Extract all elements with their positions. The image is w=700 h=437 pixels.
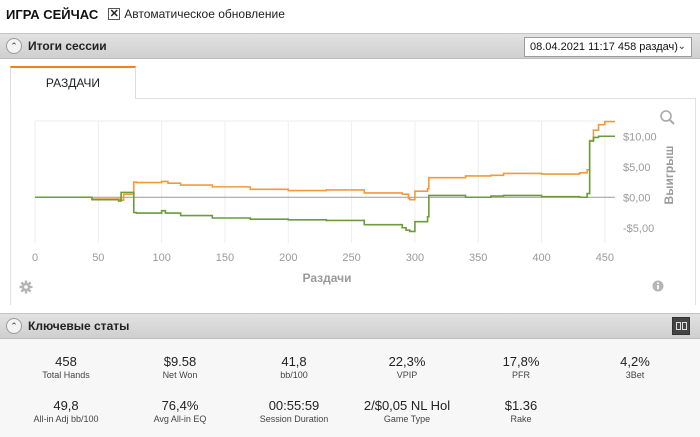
stat-label: VPIP bbox=[396, 370, 418, 380]
stat-value: 00:55:59 bbox=[268, 398, 320, 413]
series-line-1 bbox=[35, 120, 615, 202]
stat-label: bb/100 bbox=[280, 370, 308, 380]
stat-label: Game Type bbox=[383, 414, 431, 424]
stat-allin-adj-bb: 49,8 All-in Adj bb/100 bbox=[11, 398, 121, 424]
chart-grid bbox=[34, 120, 615, 243]
x-tick-label: 100 bbox=[152, 252, 170, 264]
columns-icon[interactable] bbox=[672, 317, 690, 335]
x-tick-label: 50 bbox=[92, 252, 104, 264]
stat-rake: $1.36 Rake bbox=[466, 398, 576, 424]
auto-update-label[interactable]: Автоматическое обновление bbox=[124, 7, 285, 21]
tab-hands[interactable]: РАЗДАЧИ bbox=[10, 66, 136, 99]
x-tick-label: 300 bbox=[406, 252, 424, 264]
x-tick-label: 350 bbox=[469, 252, 487, 264]
x-tick-label: 250 bbox=[342, 252, 360, 264]
chevron-down-icon: ⌄ bbox=[677, 41, 686, 52]
x-axis-label: Раздачи bbox=[303, 271, 352, 285]
stat-value: $9.58 bbox=[163, 354, 197, 369]
stat-value: $1.36 bbox=[504, 398, 538, 413]
y-tick-label: $0,00 bbox=[623, 192, 651, 204]
magnifier-icon[interactable] bbox=[660, 110, 675, 125]
stat-value: 17,8% bbox=[502, 354, 540, 369]
stat-label: All-in Adj bb/100 bbox=[33, 414, 99, 424]
session-select[interactable]: 08.04.2021 11:17 458 раздач) ⌄ bbox=[524, 37, 692, 57]
stat-label: PFR bbox=[512, 370, 530, 380]
stat-label: Session Duration bbox=[259, 414, 329, 424]
stat-avg-allin-eq: 76,4% Avg All-in EQ bbox=[125, 398, 235, 424]
info-icon[interactable] bbox=[652, 280, 664, 292]
stat-value: 458 bbox=[55, 354, 77, 369]
app-title: ИГРА СЕЙЧАС bbox=[6, 6, 99, 22]
x-tick-label: 450 bbox=[596, 252, 614, 264]
session-select-value: 08.04.2021 11:17 458 раздач) bbox=[530, 41, 678, 53]
chart-series bbox=[35, 120, 615, 233]
stat-label: Avg All-in EQ bbox=[153, 414, 207, 424]
stat-label: Net Won bbox=[162, 370, 198, 380]
stat-session-duration: 00:55:59 Session Duration bbox=[239, 398, 349, 424]
x-tick-label: 0 bbox=[32, 252, 38, 264]
stat-label: 3Bet bbox=[625, 370, 645, 380]
stat-pfr: 17,8% PFR bbox=[466, 354, 576, 380]
session-summary-title: Итоги сессии bbox=[28, 39, 107, 53]
winnings-chart: 0 50 100 150 200 250 300 350 400 450 $10,00$5,00$… bbox=[19, 110, 676, 294]
stat-value: 76,4% bbox=[161, 398, 199, 413]
stat-value: 4,2% bbox=[620, 354, 650, 369]
top-bar: ИГРА СЕЙЧАС ✕ Автоматическое обновление bbox=[0, 0, 700, 28]
collapse-stats-button[interactable]: ⌃ bbox=[6, 318, 22, 334]
x-tick-label: 400 bbox=[532, 252, 550, 264]
y-tick-label: $10,00 bbox=[623, 131, 657, 143]
y-axis-ticks: $10,00 $5,00 $0,00 -$5,00 bbox=[623, 131, 657, 235]
stat-bb-per-100: 41,8 bb/100 bbox=[239, 354, 349, 380]
y-tick-label: -$5,00 bbox=[623, 223, 654, 235]
session-summary-header: ⌃ Итоги сессии 08.04.2021 11:17 458 разд… bbox=[0, 33, 700, 59]
key-stats-title: Ключевые статы bbox=[28, 319, 130, 333]
stat-value: 22,3% bbox=[388, 354, 426, 369]
x-axis-ticks: 0 50 100 150 200 250 300 350 400 450 bbox=[32, 252, 614, 264]
chart-tab-bar: РАЗДАЧИ bbox=[10, 66, 696, 99]
x-tick-label: 200 bbox=[279, 252, 297, 264]
chart-container: 0 50 100 150 200 250 300 350 400 450 $10,00 $5,00 $… bbox=[10, 99, 696, 305]
key-stats-grid: 458 Total Hands $9.58 Net Won 41,8 bb/10… bbox=[0, 339, 700, 437]
x-tick-label: 150 bbox=[216, 252, 234, 264]
stat-3bet: 4,2% 3Bet bbox=[580, 354, 690, 380]
auto-update-checkbox[interactable]: ✕ bbox=[108, 8, 121, 20]
stat-label: Total Hands bbox=[42, 370, 90, 380]
stat-net-won: $9.58 Net Won bbox=[125, 354, 235, 380]
y-axis-label: Выигрыш bbox=[662, 146, 676, 205]
stat-value: 49,8 bbox=[53, 398, 79, 413]
stat-total-hands: 458 Total Hands bbox=[11, 354, 121, 380]
stat-game-type: 2/$0,05 NL Hol Game Type bbox=[352, 398, 462, 424]
series-line-2 bbox=[35, 135, 615, 233]
stat-label: Rake bbox=[510, 414, 532, 424]
key-stats-header: ⌃ Ключевые статы bbox=[0, 313, 700, 339]
collapse-session-button[interactable]: ⌃ bbox=[6, 38, 22, 54]
stat-value: 41,8 bbox=[281, 354, 307, 369]
stat-value: 2/$0,05 NL Hol bbox=[363, 398, 451, 413]
stat-vpip: 22,3% VPIP bbox=[352, 354, 462, 380]
gear-icon[interactable] bbox=[19, 280, 33, 294]
y-tick-label: $5,00 bbox=[623, 162, 651, 174]
